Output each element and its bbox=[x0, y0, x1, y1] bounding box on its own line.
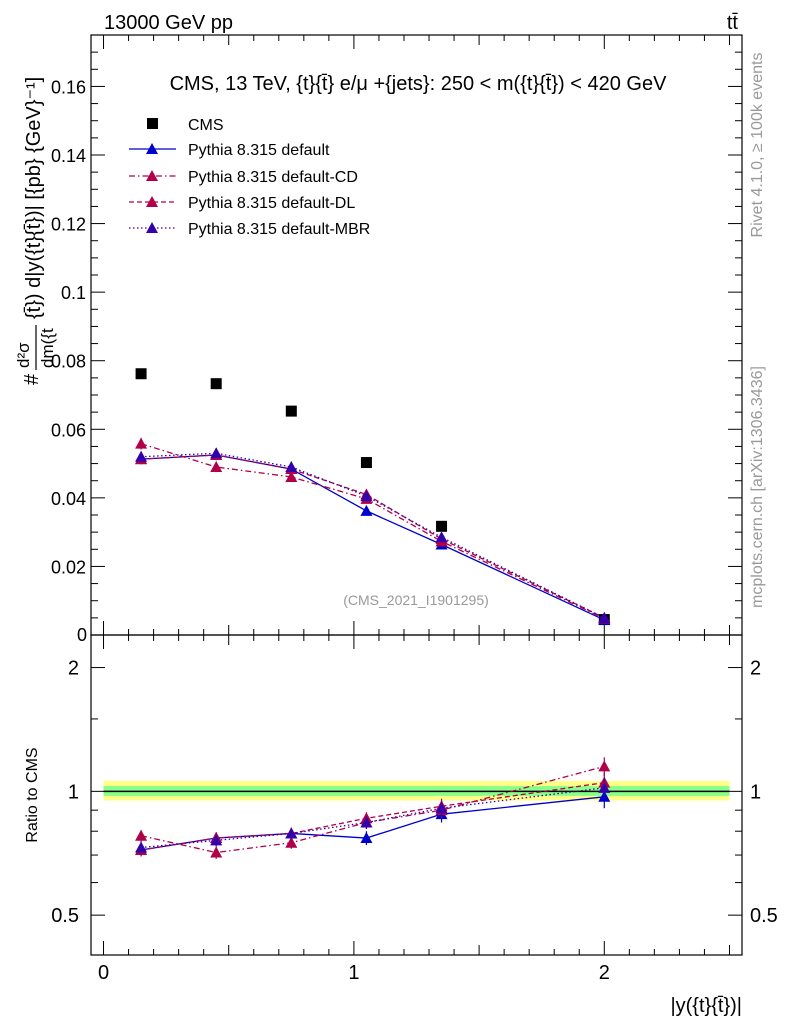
legend-dl-label: Pythia 8.315 default-DL bbox=[188, 195, 355, 212]
ratio-line-2 bbox=[140, 781, 605, 851]
legend-cd-label: Pythia 8.315 default-CD bbox=[188, 169, 358, 186]
main-ytick-label: 0.14 bbox=[51, 146, 86, 166]
ratio-bands bbox=[103, 780, 730, 801]
main-series bbox=[135, 368, 611, 626]
ratio-ytick-label: 2 bbox=[68, 658, 79, 680]
ratio-line-1 bbox=[140, 765, 605, 854]
main-ytick-label: 0.04 bbox=[51, 489, 86, 509]
main-panel: 0.02 0.04 0.06 0.08 0.1 0.12 0.14 0.16 0 CMS, 1… bbox=[14, 34, 743, 645]
legend-cms-marker bbox=[147, 118, 158, 129]
series-marker-4 bbox=[360, 490, 373, 502]
ylabel-fraction-num: d²σ bbox=[14, 342, 33, 368]
xtick-label: 1 bbox=[348, 962, 359, 984]
legend-default-marker bbox=[146, 143, 158, 154]
legend-cms-label: CMS bbox=[188, 117, 224, 134]
ratio-ytick-label-right: 0.5 bbox=[750, 905, 778, 927]
series-marker-4 bbox=[210, 447, 223, 459]
series-line-4 bbox=[141, 452, 605, 619]
main-ytick-label: 0.02 bbox=[51, 557, 86, 577]
ylabel-units: {t̄}) d|y({t}{t̄})| [{pb} {GeV}⁻¹] bbox=[23, 77, 45, 319]
ratio-series bbox=[135, 757, 611, 859]
ratio-marker-3 bbox=[360, 816, 373, 828]
ratio-tick-labels: 0.5 0.5 1 1 2 2 0 1 2 bbox=[51, 658, 778, 984]
series-marker-2 bbox=[210, 461, 223, 472]
ratio-marker-1 bbox=[210, 846, 223, 858]
plot-title: CMS, 13 TeV, {t}{t̄} e/μ +{jets}: 250 < … bbox=[170, 73, 668, 95]
ratio-ytick-label-right: 1 bbox=[750, 781, 761, 803]
legend: CMS Pythia 8.315 default Pythia 8.315 de… bbox=[129, 117, 370, 238]
ratio-marker-0 bbox=[360, 832, 373, 844]
xtick-label: 0 bbox=[98, 962, 109, 984]
main-ytick-zero: 0 bbox=[77, 625, 87, 645]
ylabel-fraction-den: dm({t bbox=[38, 328, 57, 368]
series-marker-4 bbox=[598, 611, 611, 623]
series-marker-2 bbox=[135, 437, 148, 449]
main-ytick-label: 0.08 bbox=[51, 352, 86, 372]
ratio-ytick-label: 1 bbox=[68, 781, 79, 803]
series-line-1 bbox=[141, 454, 605, 621]
analysis-watermark: (CMS_2021_I1901295) bbox=[343, 592, 489, 608]
series-marker-1 bbox=[360, 504, 373, 516]
xtick-label: 2 bbox=[599, 962, 610, 984]
ratio-ticks bbox=[91, 635, 742, 955]
cms-point bbox=[285, 405, 297, 417]
process-label: tt̄ bbox=[727, 12, 739, 34]
ratio-ytick-label-right: 2 bbox=[750, 658, 761, 680]
main-ylabel: # d²σ dm({t {t̄}) d|y({t}{t̄})| [{pb} {G… bbox=[14, 77, 57, 385]
ratio-marker-3 bbox=[435, 802, 448, 814]
energy-label: 13000 GeV pp bbox=[104, 12, 233, 34]
main-ticks bbox=[91, 35, 742, 635]
cms-point bbox=[135, 368, 147, 380]
ratio-marker-1 bbox=[598, 760, 611, 772]
xlabel: |y({t}{t̄})| bbox=[670, 995, 742, 1017]
series-marker-2 bbox=[285, 470, 298, 482]
main-ytick-labels: 0.02 0.04 0.06 0.08 0.1 0.12 0.14 0.16 bbox=[51, 77, 86, 577]
ratio-ytick-label: 0.5 bbox=[51, 905, 79, 927]
cms-point bbox=[210, 378, 222, 390]
ratio-marker-3 bbox=[285, 827, 298, 839]
main-ytick-label: 0.12 bbox=[51, 215, 86, 235]
cms-point bbox=[360, 457, 372, 469]
rivet-label: Rivet 4.1.0, ≥ 100k events bbox=[749, 53, 766, 238]
ratio-ylabel: Ratio to CMS bbox=[24, 747, 41, 842]
series-line-2 bbox=[140, 443, 605, 620]
ratio-frame bbox=[90, 634, 743, 956]
ratio-marker-1 bbox=[135, 829, 148, 841]
legend-default-label: Pythia 8.315 default bbox=[188, 142, 330, 159]
ylabel-hash: # bbox=[21, 373, 43, 385]
ratio-marker-3 bbox=[598, 781, 611, 793]
ratio-panel: 0.5 0.5 1 1 2 2 0 1 2 Ratio to CMS |y({t}{t̄})| bbox=[24, 634, 778, 1017]
series-line-3 bbox=[141, 454, 605, 619]
legend-cd-marker bbox=[146, 170, 158, 181]
cms-point bbox=[436, 520, 448, 532]
ratio-marker-3 bbox=[135, 841, 148, 853]
legend-mbr-marker bbox=[146, 222, 158, 233]
ratio-line-3 bbox=[141, 787, 605, 849]
ratio-line-0 bbox=[140, 796, 605, 851]
main-ytick-label: 0.16 bbox=[51, 77, 86, 97]
series-marker-4 bbox=[435, 531, 448, 543]
ratio-marker-1 bbox=[285, 836, 298, 848]
series-marker-4 bbox=[285, 461, 298, 472]
legend-mbr-label: Pythia 8.315 default-MBR bbox=[188, 221, 370, 238]
series-marker-4 bbox=[135, 450, 148, 462]
main-ytick-label: 0.1 bbox=[61, 283, 86, 303]
ratio-marker-3 bbox=[210, 834, 223, 846]
mcplots-label: mcplots.cern.ch [arXiv:1306.3436] bbox=[749, 366, 766, 608]
legend-dl-marker bbox=[146, 196, 158, 207]
main-ytick-label: 0.06 bbox=[51, 420, 86, 440]
